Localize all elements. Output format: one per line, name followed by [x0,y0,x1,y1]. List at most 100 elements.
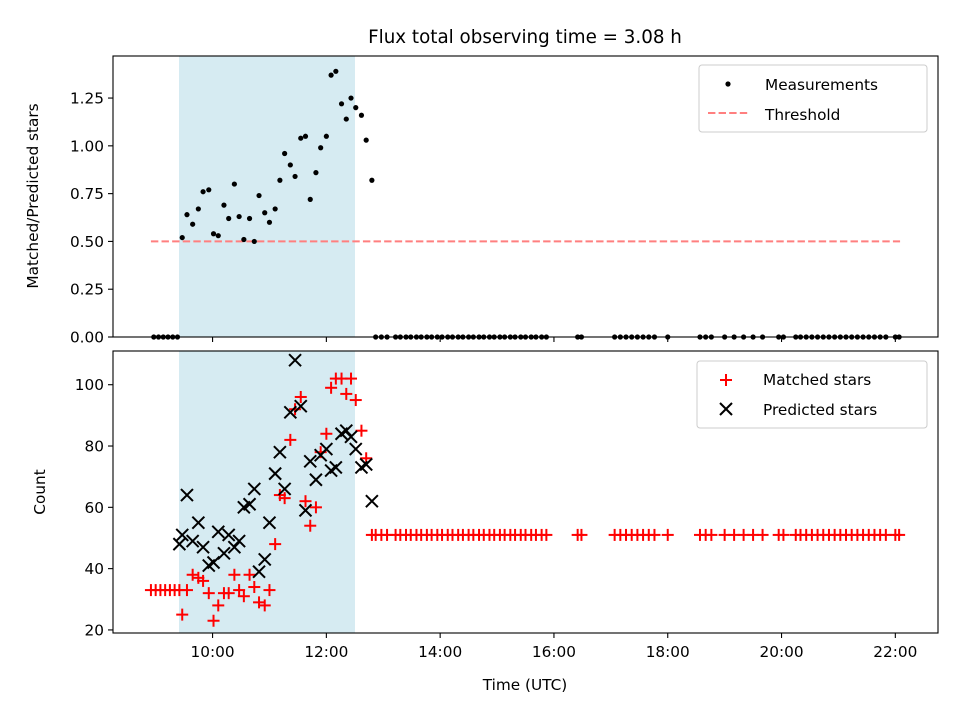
measurement-point [343,116,349,122]
matched-star-point [284,433,297,446]
measurement-point [318,145,324,151]
matched-star-point [893,528,906,541]
bottom-x-tick-label: 12:00 [304,643,348,661]
matched-star-point [269,538,282,551]
bottom-y-ticks: 20 40 60 80 100 [75,376,113,639]
predicted-star-point [288,353,302,367]
matched-star-point [349,394,362,407]
measurement-point [287,162,293,168]
top-chart-title: Flux total observing time = 3.08 h [368,27,682,48]
matched-star-point [705,528,718,541]
matched-star-point [299,495,312,508]
matched-star-point [575,528,588,541]
matched-star-point [661,528,674,541]
x-axis-label: Time (UTC) [482,676,568,694]
predicted-star-point [329,460,343,475]
measurement-point [277,177,283,183]
bottom-y-tick-label: 80 [85,438,104,456]
measurement-point [292,173,298,180]
predicted-star-point [221,528,236,542]
top-legend: Measurements Threshold [698,64,928,133]
predicted-star-marker-b [298,503,313,518]
bottom-y-tick-label: 20 [85,621,104,639]
matched-star-point [237,590,250,603]
top-y-tick-label: 0.50 [70,233,104,251]
matched-star-point [263,584,276,597]
predicted-star-marker-b [258,552,272,567]
measurement-point [241,236,247,243]
top-y-tick-label: 0.25 [70,281,104,299]
predicted-star-point [309,473,323,487]
predicted-star-marker-b [273,445,287,459]
predicted-star-marker-b [365,494,379,508]
matched-star-point [243,568,256,581]
bottom-y-tick-label: 60 [85,499,104,517]
predicted-star-marker-b [211,525,225,539]
legend-matched-marker [720,374,732,386]
measurement-point [353,105,359,111]
predicted-star-marker-b [303,454,317,469]
predicted-star-marker-b [262,515,277,530]
measurement-point [236,213,242,220]
bottom-x-ticks: 10:00 12:00 14:00 16:00 18:00 20:00 22:00 [191,633,917,661]
measurement-point [328,72,334,78]
matched-star-point [304,519,317,532]
matched-star-point [202,587,215,600]
predicted-star-point [268,466,282,481]
predicted-star-point [298,503,313,518]
matched-star-point [212,599,225,612]
measurement-point [215,233,221,239]
top-x-ticks [212,337,896,342]
measurement-point [210,231,217,237]
bottom-x-tick-label: 22:00 [873,643,917,661]
bottom-x-tick-label: 14:00 [418,643,462,661]
measurement-point [272,206,278,212]
bottom-y-tick-label: 40 [85,560,104,578]
matched-star-point [207,614,220,627]
predicted-star-point [344,430,358,444]
measurement-point [369,177,375,183]
matched-star-point [756,528,769,541]
predicted-star-marker-b [191,515,206,530]
predicted-star-marker-b [221,528,236,542]
predicted-star-marker-b [252,564,266,579]
bottom-observing-span [179,351,355,633]
matched-star-point [345,372,358,385]
predicted-star-point [232,534,246,548]
predicted-star-marker-b [180,488,194,502]
predicted-star-marker-b [232,534,246,548]
measurement-point [246,215,253,222]
measurement-point [262,210,268,216]
legend-threshold-label: Threshold [764,106,840,124]
matched-star-point [180,584,193,597]
bottom-x-tick-label: 10:00 [191,643,235,661]
predicted-star-point [283,405,298,420]
matched-star-point [325,381,338,394]
bottom-panel: 20 40 60 80 100 10:00 12:00 14:00 16:00 18:00 20:… [31,350,939,694]
matched-star-point [340,387,353,400]
bottom-legend-box [696,360,928,429]
measurement-point [184,212,190,218]
predicted-star-marker-b [175,528,189,542]
matched-star-point [355,424,368,437]
predicted-star-marker-b [319,442,334,456]
matched-star-point [222,587,235,600]
top-axes-frame [112,55,939,338]
predicted-star-marker-b [268,466,282,481]
predicted-star-marker-b [359,457,373,472]
matched-star-point [248,581,261,594]
bottom-y-axis-label: Count [31,469,49,514]
predicted-star-marker-b [217,546,231,561]
predicted-star-point [365,494,379,508]
predicted-star-marker-b [294,399,308,413]
measurement-point [266,219,273,225]
predicted-star-marker-b [196,540,210,554]
legend-predicted-marker [719,402,733,416]
matched-star-point [228,568,241,581]
measurement-point [313,170,319,176]
predicted-star-marker-b [349,442,363,456]
legend-matched-label: Matched stars [763,371,871,389]
predicted-star-point [196,540,210,554]
top-y-tick-label: 1.25 [70,90,104,108]
